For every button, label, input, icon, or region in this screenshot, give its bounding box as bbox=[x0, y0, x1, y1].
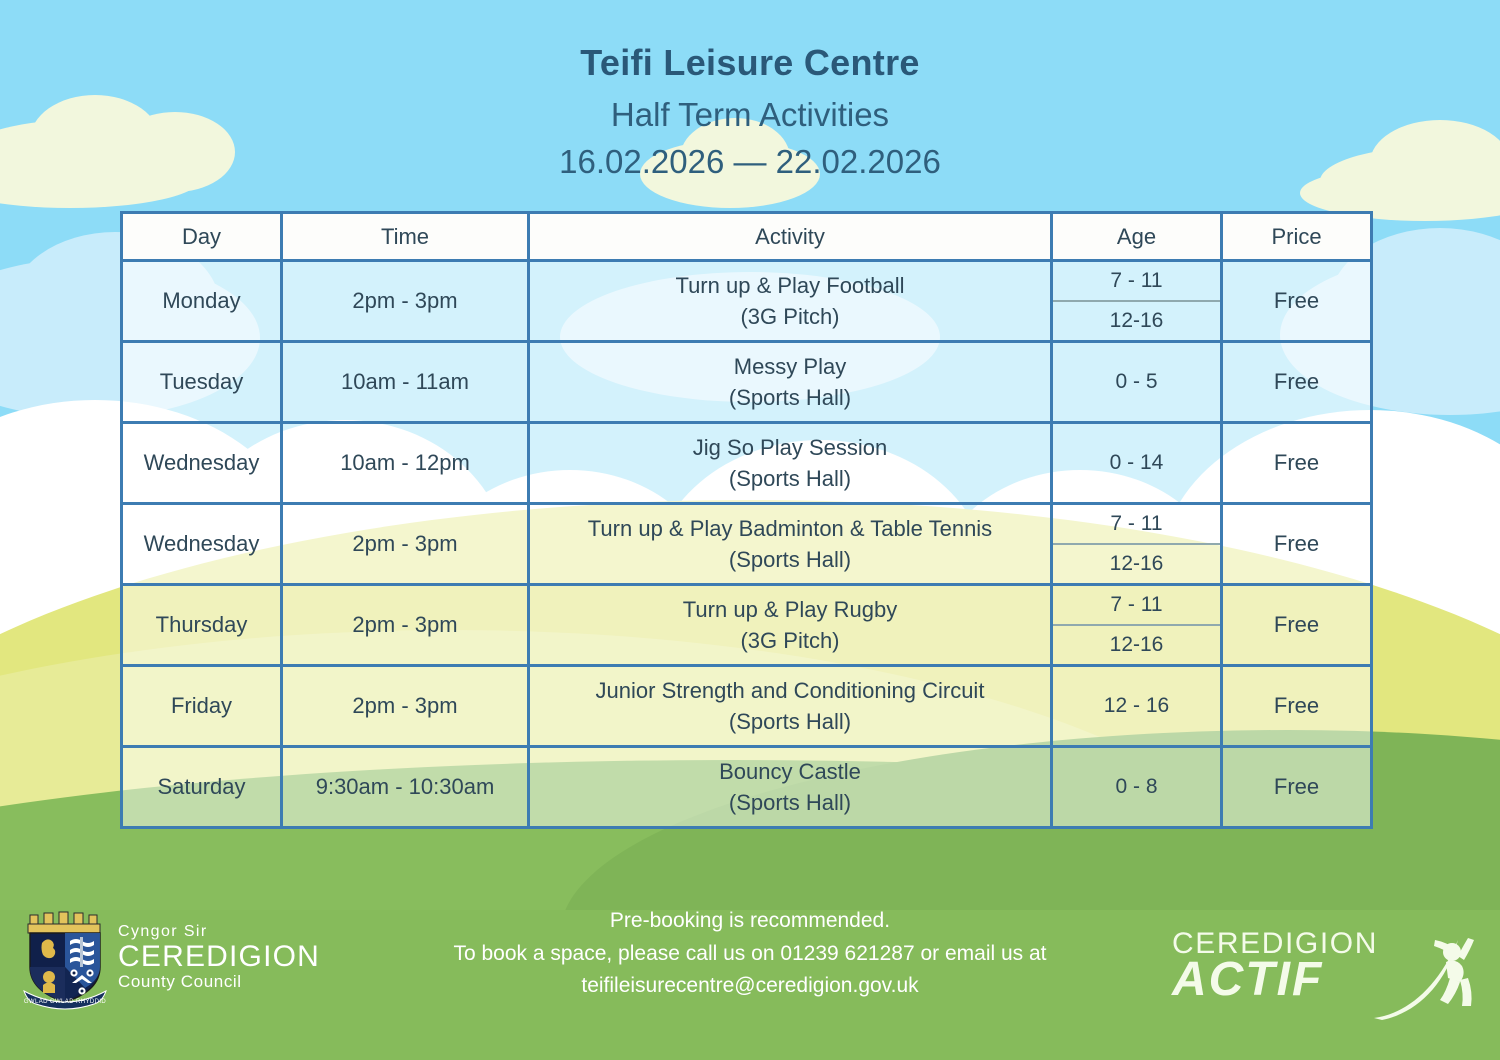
page-title: Teifi Leisure Centre bbox=[580, 42, 920, 83]
table-row: Saturday 9:30am - 10:30am Bouncy Castle … bbox=[120, 745, 1373, 829]
page-subtitle: Half Term Activities bbox=[610, 96, 890, 133]
activity-name: Junior Strength and Conditioning Circuit bbox=[595, 677, 985, 703]
cell-price: Free bbox=[1220, 259, 1373, 343]
cell-day: Friday bbox=[120, 664, 283, 748]
schedule-table: Day Time Activity Age Price Monday 2pm -… bbox=[120, 211, 1373, 829]
council-motto: GWLAD GWLAD RHYDDID bbox=[24, 999, 107, 1005]
table-row: Friday 2pm - 3pm Junior Strength and Con… bbox=[120, 664, 1373, 748]
table-row: Wednesday 2pm - 3pm Turn up & Play Badmi… bbox=[120, 502, 1373, 586]
activity-name: Turn up & Play Badminton & Table Tennis bbox=[587, 515, 993, 541]
table-row: Tuesday 10am - 11am Messy Play (Sports H… bbox=[120, 340, 1373, 424]
table-row: Thursday 2pm - 3pm Turn up & Play Rugby … bbox=[120, 583, 1373, 667]
schedule-table-body: Monday 2pm - 3pm Turn up & Play Football… bbox=[120, 259, 1373, 829]
cell-time: 10am - 12pm bbox=[280, 421, 530, 505]
cell-age: 7 - 11 12-16 bbox=[1050, 583, 1223, 667]
running-figure-icon bbox=[1374, 938, 1474, 1020]
cell-age: 0 - 5 bbox=[1050, 340, 1223, 424]
council-wordmark: Cyngor Sir CEREDIGION County Council bbox=[118, 924, 320, 990]
activity-venue: (Sports Hall) bbox=[728, 709, 852, 734]
column-header-day: Day bbox=[120, 211, 283, 262]
cell-age: 0 - 8 bbox=[1050, 745, 1223, 829]
cell-price: Free bbox=[1220, 745, 1373, 829]
activity-name: Turn up & Play Football bbox=[675, 272, 905, 298]
cell-age: 7 - 11 12-16 bbox=[1050, 259, 1223, 343]
cell-day: Tuesday bbox=[120, 340, 283, 424]
cell-price: Free bbox=[1220, 502, 1373, 586]
activity-venue: (3G Pitch) bbox=[740, 304, 840, 329]
cell-price: Free bbox=[1220, 583, 1373, 667]
cell-time: 2pm - 3pm bbox=[280, 259, 530, 343]
age-band-lower: 12-16 bbox=[1109, 309, 1164, 333]
age-band-lower: 12-16 bbox=[1109, 633, 1164, 657]
cell-age: 7 - 11 12-16 bbox=[1050, 502, 1223, 586]
cell-price: Free bbox=[1220, 340, 1373, 424]
cell-activity: Jig So Play Session (Sports Hall) bbox=[527, 421, 1053, 505]
table-header-row: Day Time Activity Age Price bbox=[120, 211, 1373, 262]
activity-name: Jig So Play Session bbox=[692, 434, 888, 460]
activity-venue: (3G Pitch) bbox=[740, 628, 840, 653]
cell-activity: Turn up & Play Football (3G Pitch) bbox=[527, 259, 1053, 343]
cell-time: 9:30am - 10:30am bbox=[280, 745, 530, 829]
table-row: Wednesday 10am - 12pm Jig So Play Sessio… bbox=[120, 421, 1373, 505]
poster-header: Teifi Leisure Centre Half Term Activitie… bbox=[0, 0, 1500, 184]
column-header-price: Price bbox=[1220, 211, 1373, 262]
cell-day: Thursday bbox=[120, 583, 283, 667]
age-band-upper: 7 - 11 bbox=[1053, 586, 1220, 626]
cell-age: 12 - 16 bbox=[1050, 664, 1223, 748]
council-line-1: Cyngor Sir bbox=[118, 923, 208, 941]
cell-time: 2pm - 3pm bbox=[280, 583, 530, 667]
cell-price: Free bbox=[1220, 421, 1373, 505]
age-band-upper: 7 - 11 bbox=[1053, 505, 1220, 545]
column-header-activity: Activity bbox=[527, 211, 1053, 262]
activity-name: Messy Play bbox=[733, 353, 847, 379]
activity-venue: (Sports Hall) bbox=[728, 466, 852, 491]
cell-activity: Messy Play (Sports Hall) bbox=[527, 340, 1053, 424]
ceredigion-actif-logo: CEREDIGION ACTIF bbox=[1171, 929, 1482, 1024]
cell-day: Saturday bbox=[120, 745, 283, 829]
cell-activity: Turn up & Play Badminton & Table Tennis … bbox=[527, 502, 1053, 586]
cell-day: Wednesday bbox=[120, 502, 283, 586]
activity-venue: (Sports Hall) bbox=[728, 385, 852, 410]
cell-time: 10am - 11am bbox=[280, 340, 530, 424]
activity-venue: (Sports Hall) bbox=[728, 790, 852, 815]
table-row: Monday 2pm - 3pm Turn up & Play Football… bbox=[120, 259, 1373, 343]
cloud-cream-left-d bbox=[0, 150, 200, 208]
schedule-table-wrapper: Day Time Activity Age Price Monday 2pm -… bbox=[120, 211, 1373, 829]
cell-activity: Junior Strength and Conditioning Circuit… bbox=[527, 664, 1053, 748]
ceredigion-council-logo: GWLAD GWLAD RHYDDID Cyngor Sir CEREDIGIO… bbox=[22, 905, 320, 1010]
cell-day: Monday bbox=[120, 259, 283, 343]
column-header-age: Age bbox=[1050, 211, 1223, 262]
cloud-cream-center-b bbox=[680, 118, 790, 198]
cell-time: 2pm - 3pm bbox=[280, 502, 530, 586]
activity-name: Turn up & Play Rugby bbox=[682, 596, 898, 622]
page-date-range: 16.02.2026 — 22.02.2026 bbox=[559, 142, 941, 180]
cell-price: Free bbox=[1220, 664, 1373, 748]
activity-name: Bouncy Castle bbox=[719, 758, 861, 784]
council-line-2: CEREDIGION bbox=[118, 940, 321, 974]
council-line-3: County Council bbox=[118, 971, 242, 991]
hill-base bbox=[0, 910, 1500, 1060]
council-crest-icon: GWLAD GWLAD RHYDDID bbox=[23, 911, 107, 1010]
column-header-time: Time bbox=[280, 211, 530, 262]
activity-venue: (Sports Hall) bbox=[728, 547, 852, 572]
cell-day: Wednesday bbox=[120, 421, 283, 505]
cell-age: 0 - 14 bbox=[1050, 421, 1223, 505]
actif-line-2: ACTIF bbox=[1171, 952, 1324, 1006]
cell-activity: Turn up & Play Rugby (3G Pitch) bbox=[527, 583, 1053, 667]
cell-time: 2pm - 3pm bbox=[280, 664, 530, 748]
age-band-upper: 7 - 11 bbox=[1053, 262, 1220, 302]
actif-wordmark: CEREDIGION ACTIF bbox=[1171, 929, 1378, 1006]
cell-activity: Bouncy Castle (Sports Hall) bbox=[527, 745, 1053, 829]
age-band-lower: 12-16 bbox=[1109, 552, 1164, 576]
